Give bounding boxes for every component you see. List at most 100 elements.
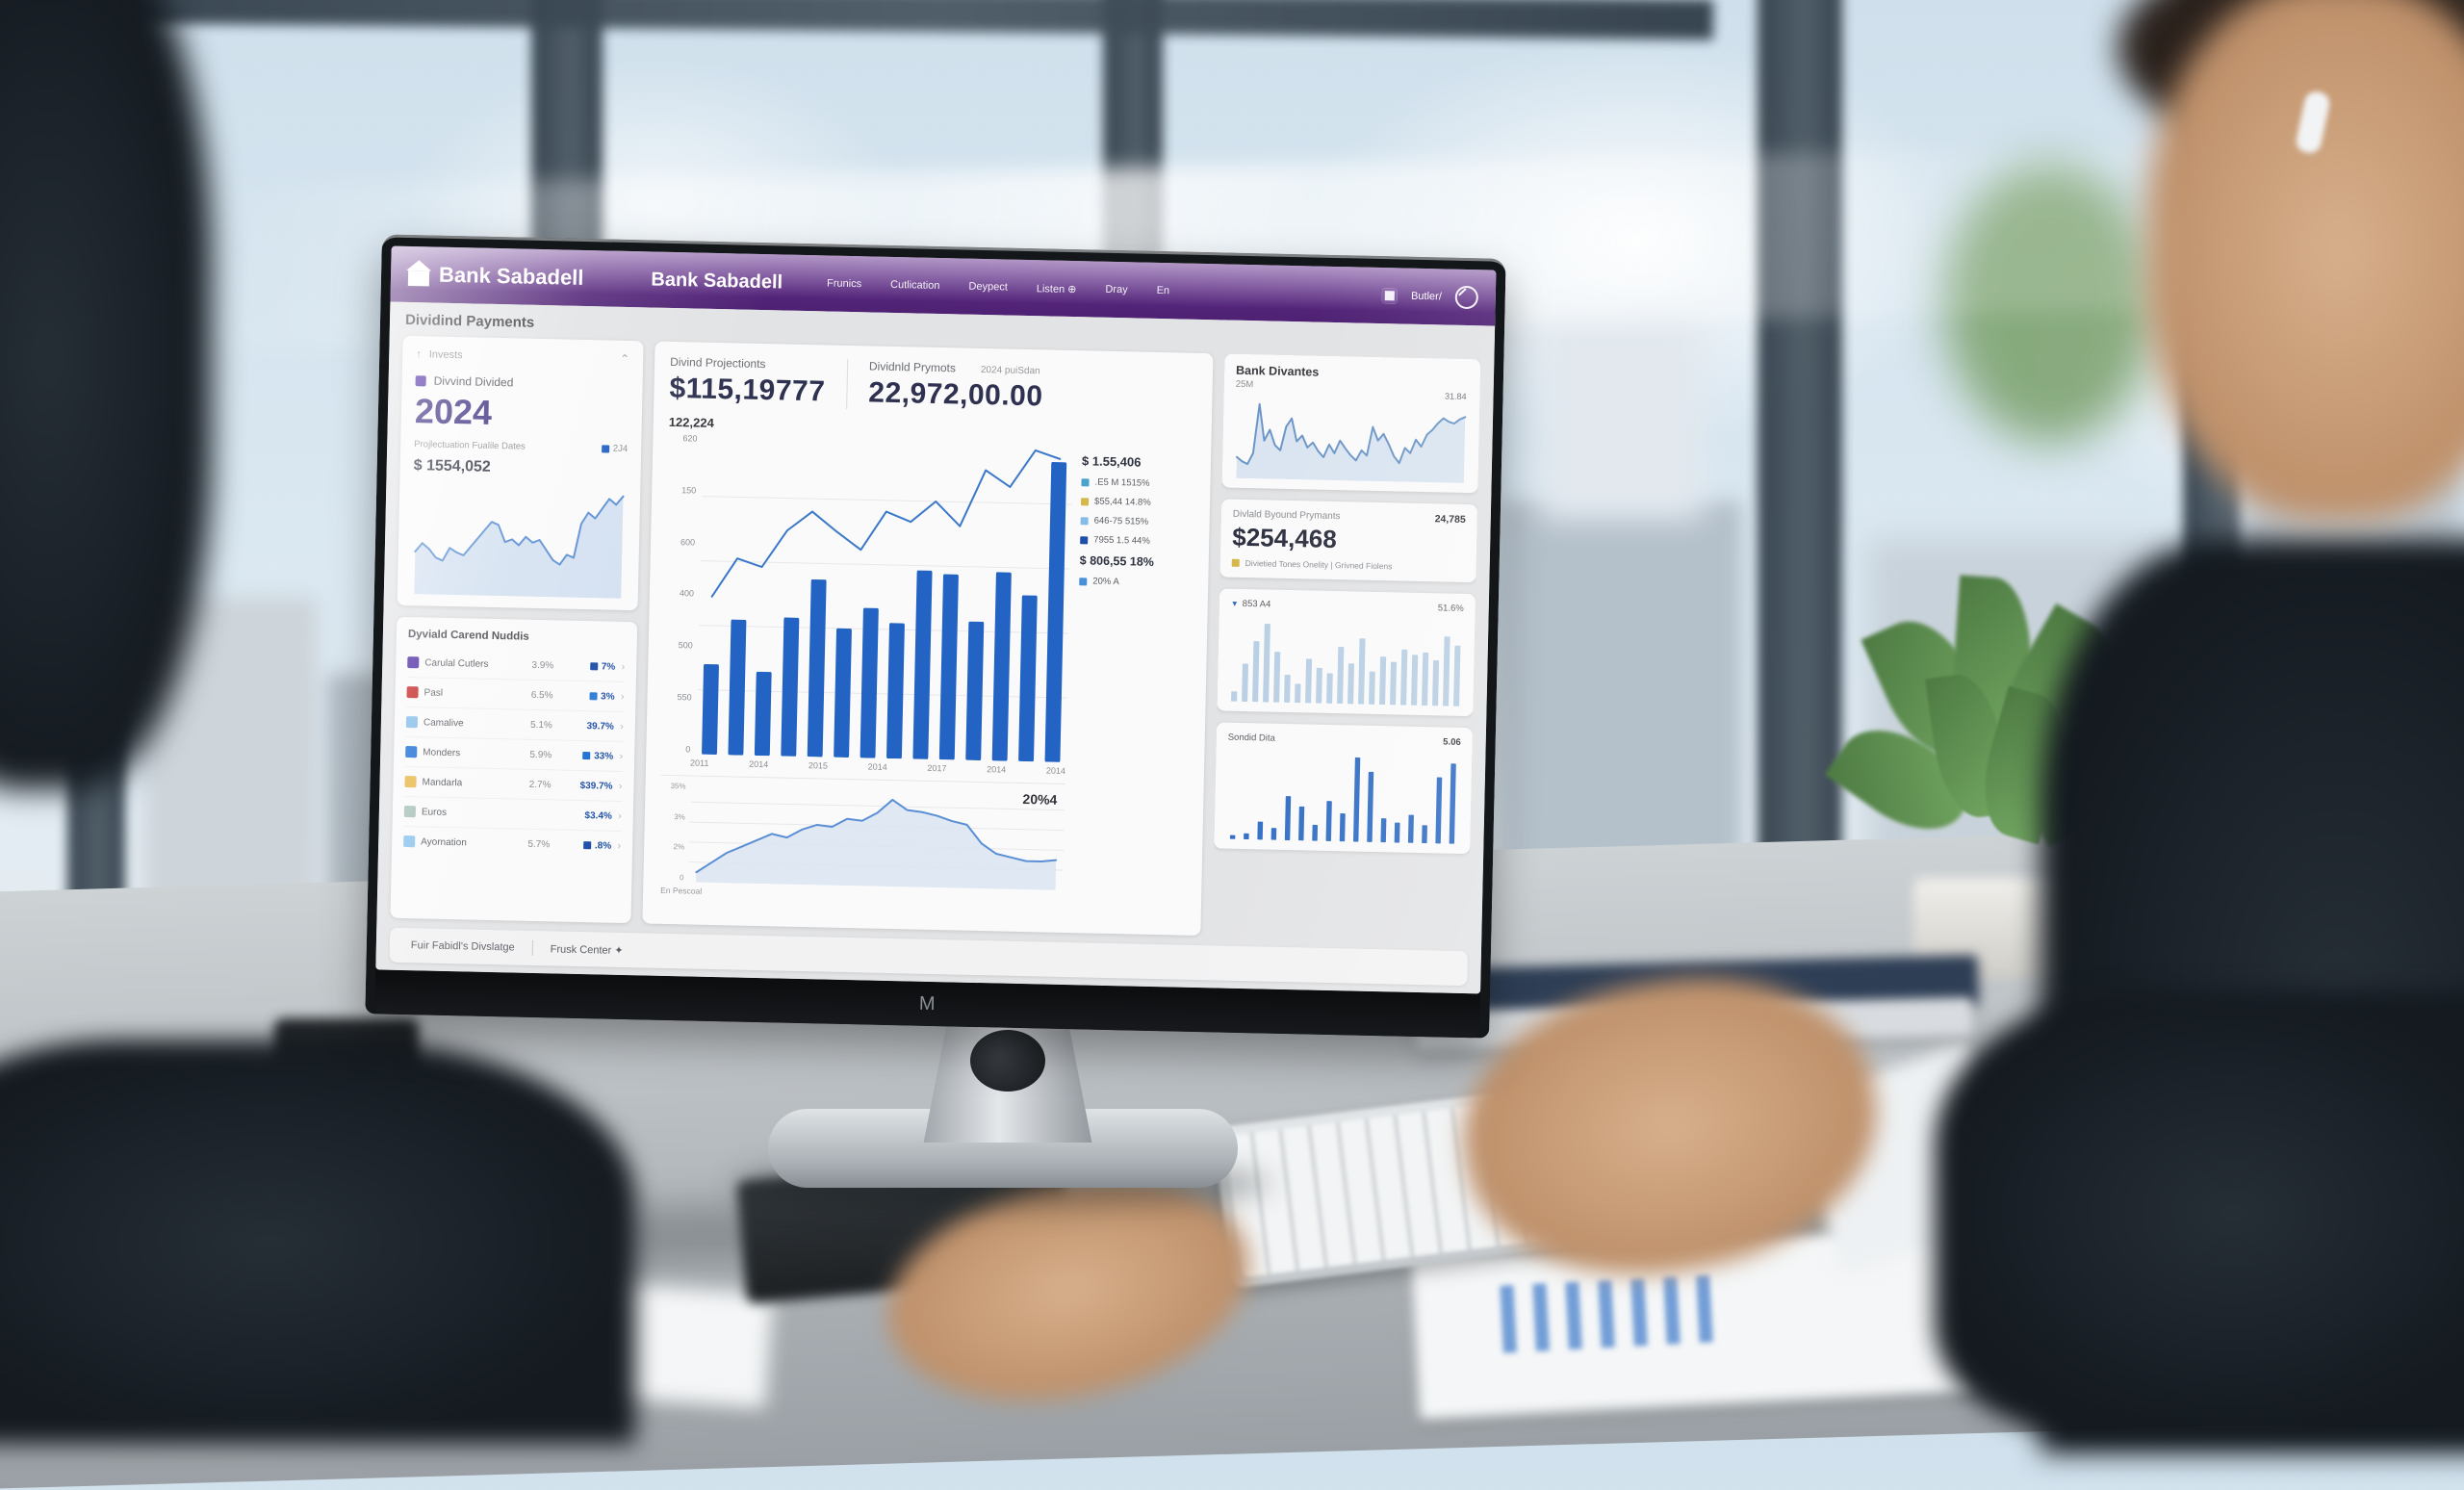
profile-icon[interactable] (1454, 285, 1479, 310)
holding-name: Euros (421, 806, 448, 818)
chevron-right-icon[interactable]: › (618, 809, 622, 822)
right-column: Bank Divantes 25M 31.84 Divlald Byound P… (1212, 353, 1481, 941)
holding-value-text: .8% (594, 839, 612, 852)
person-left-silhouette (0, 0, 212, 789)
legend-foot-item[interactable]: 20% A (1079, 576, 1193, 589)
chevron-right-icon[interactable]: › (617, 839, 622, 852)
screen: Bank Sabadell Bank Sabadell Frunics Cutli… (375, 245, 1497, 994)
divantes-line-chart (1234, 394, 1469, 483)
holding-percent (518, 814, 556, 815)
nav-item[interactable]: Cutlication (890, 278, 940, 292)
legend-swatch (1079, 577, 1088, 585)
projection-block: Divind Projectionts $115,19777 (669, 355, 826, 409)
beyond-amount: $254,468 (1231, 522, 1338, 554)
beyond-label: Divlald Byound Prymants (1232, 508, 1341, 523)
monitor-brand-logo: M (918, 992, 937, 1015)
legend-item[interactable]: $55,44 14.8% (1081, 496, 1194, 509)
sonded-card: Sondid Dita 5.06 (1214, 722, 1474, 855)
mini-y-tick: 3% (674, 811, 685, 822)
footer-tab[interactable]: Fuir Fabidl's Divslatge (410, 939, 515, 954)
mini-trend-value: 20%4 (1022, 791, 1058, 808)
legend-label: 646-75 515% (1093, 515, 1149, 527)
brand-logo[interactable]: Bank Sabadell (407, 262, 584, 291)
holding-row[interactable]: Camalive 5.1% 39.7% › (405, 706, 625, 741)
adset-label-wrap[interactable]: ▼ 853 A4 (1231, 599, 1271, 610)
legend-amount: $ 806,55 18% (1079, 553, 1155, 569)
holding-value: 33% (557, 750, 613, 761)
divider (845, 358, 849, 409)
nav-item[interactable]: Dray (1105, 283, 1128, 295)
user-label[interactable]: Butler/ (1410, 290, 1442, 303)
beyond-badge: 24,785 (1434, 513, 1466, 526)
legend-top-amount: $ 1.55,406 (1081, 453, 1142, 470)
apps-grid-icon[interactable] (1381, 288, 1399, 304)
mini-y-axis: 35% 3% 2% 0 (658, 782, 690, 883)
holding-row[interactable]: Monders 5.9% 33% › (404, 736, 624, 771)
holding-row[interactable]: Pasl 6.5% 3% › (406, 677, 625, 711)
holding-value-text: 7% (601, 660, 616, 673)
beyond-payments-card: Divlald Byound Prymants 24,785 $254,468 … (1219, 499, 1478, 583)
mini-y-tick: 35% (670, 782, 686, 791)
sonded-title: Sondid Dita (1227, 732, 1276, 744)
chart-legend: $ 1.55,406 .E5 M 1515% $55,44 (1072, 440, 1196, 925)
yellow-swatch (1231, 558, 1240, 567)
chevron-right-icon[interactable]: › (619, 750, 624, 762)
y-tick: 500 (678, 640, 693, 651)
legend-swatch (1081, 477, 1090, 486)
home-icon (407, 270, 430, 287)
adset-label: 853 A4 (1242, 598, 1271, 610)
nav-item[interactable]: Listen ⊕ (1036, 282, 1077, 295)
value-swatch (582, 752, 591, 760)
paper-bar-chart (1500, 1274, 1715, 1353)
legend-item[interactable]: 646-75 515% (1080, 515, 1194, 528)
monitor: Bank Sabadell Bank Sabadell Frunics Cutli… (365, 234, 1506, 1039)
holding-name: Carulal Cutlers (424, 656, 489, 670)
projection-badge: 2J4 (612, 443, 629, 454)
holding-percent: 2.7% (528, 779, 552, 790)
legend-item[interactable]: .E5 M 1515% (1081, 476, 1194, 490)
holding-name: Mandarla (422, 776, 463, 788)
chevron-right-icon[interactable]: › (618, 780, 623, 792)
city-building (1540, 318, 1704, 520)
nav-item[interactable]: Frunics (826, 276, 862, 290)
chevron-right-icon[interactable]: › (621, 660, 626, 673)
arrow-up-icon: ↑ (416, 348, 422, 361)
holding-name: Monders (423, 746, 461, 758)
nav-item[interactable]: En (1156, 284, 1170, 296)
footer-tab[interactable]: Frusk Center ✦ (550, 942, 624, 957)
person-left-arm (0, 1040, 635, 1444)
holding-value-text: $3.4% (584, 809, 612, 822)
payments-value: 22,972,00.00 (867, 376, 1043, 413)
holding-row[interactable]: Euros $3.4% › (403, 796, 623, 831)
stand-hole (970, 1030, 1045, 1092)
value-swatch (589, 692, 598, 701)
holding-value: .8% (555, 839, 611, 851)
y-tick: 400 (679, 588, 695, 599)
tab-separator (531, 939, 533, 956)
chevron-right-icon[interactable]: › (620, 690, 625, 703)
legend-item[interactable]: 7955 1.5 44% (1080, 534, 1194, 548)
series-label: Divvind Divided (433, 373, 514, 390)
holding-row[interactable]: Ayornation 5.7% .8% › (402, 825, 622, 861)
y-tick: 550 (677, 692, 692, 703)
dashboard: Bank Sabadell Bank Sabadell Frunics Cutli… (375, 245, 1497, 994)
mini-trend-chart (688, 782, 1065, 890)
y-tick: 150 (681, 485, 697, 496)
holding-color-swatch (403, 806, 417, 818)
legend-items: .E5 M 1515% $55,44 14.8% 646-75 515% (1080, 476, 1195, 548)
value-swatch (582, 841, 592, 850)
dividend-summary-card: ↑ Invests ⌃ Divvind Divided 2024 (397, 335, 644, 611)
chevron-up-icon[interactable]: ⌃ (619, 351, 630, 366)
page-body: Dividind Payments ↑ Invests ⌃ (375, 301, 1496, 994)
holding-color-swatch (403, 835, 416, 848)
holding-percent: 5.7% (527, 838, 551, 850)
holding-row[interactable]: Mandarla 2.7% $39.7% › (404, 766, 623, 801)
window-frame-top (0, 0, 1714, 40)
holding-name: Ayornation (421, 835, 467, 848)
holding-color-swatch (406, 686, 419, 699)
nav-item[interactable]: Deypect (968, 280, 1008, 294)
y-tick: 0 (685, 744, 691, 755)
holding-row[interactable]: Carulal Cutlers 3.9% 7% › (407, 648, 626, 681)
chevron-right-icon[interactable]: › (620, 720, 625, 732)
holding-color-swatch (404, 776, 417, 788)
